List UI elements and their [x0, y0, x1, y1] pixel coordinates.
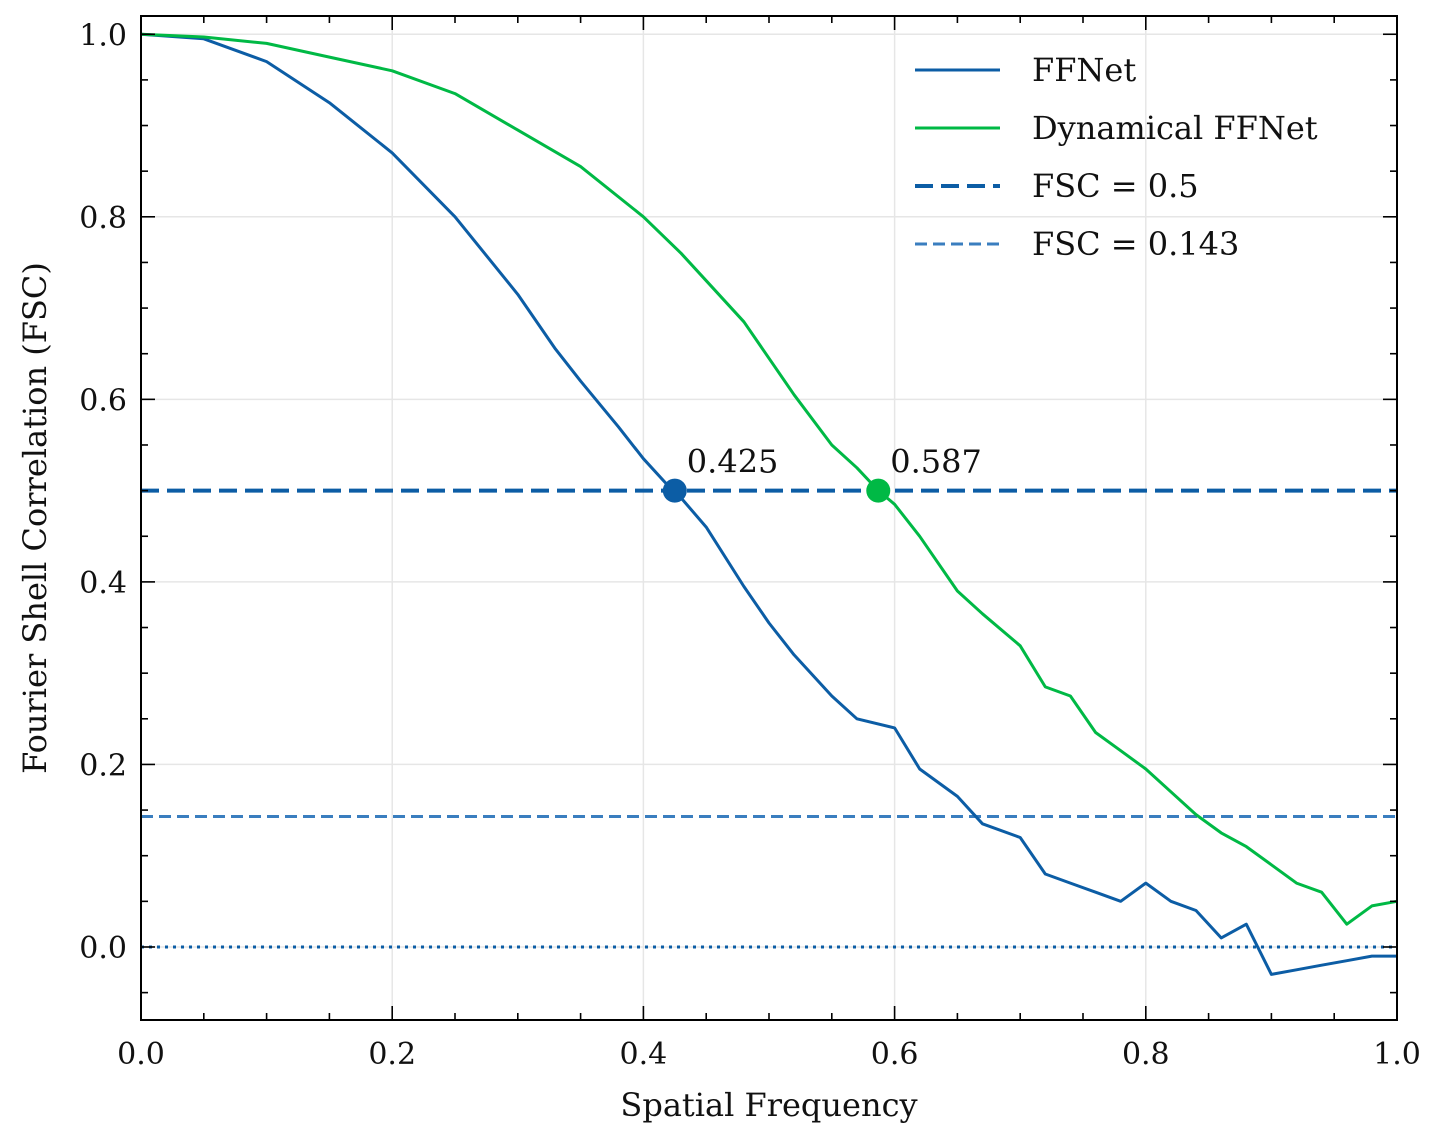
legend: FFNet Dynamical FFNet FSC = 0.5 FSC = 0.143 [915, 51, 1318, 263]
tick-labels: 0.0 0.2 0.4 0.6 0.8 1.0 0.0 0.2 0.4 0.6 0.8 1.0 [79, 18, 1421, 1072]
series-lines [140, 32, 1398, 976]
ffnet-line [140, 32, 1397, 976]
intersection-points: 0.425 0.587 [662, 443, 982, 503]
x-tick-label: 1.0 [1373, 1037, 1421, 1072]
intersection-marker-0 [662, 478, 687, 503]
x-tick-label: 0.4 [620, 1037, 668, 1072]
legend-label-1: Dynamical FFNet [1032, 109, 1318, 147]
legend-label-3: FSC = 0.143 [1032, 225, 1239, 263]
plot-frame [140, 15, 1398, 1021]
x-tick-label: 0.0 [117, 1037, 165, 1072]
x-axis-label: Spatial Frequency [620, 1086, 917, 1124]
x-tick-label: 0.6 [871, 1037, 919, 1072]
y-tick-label: 1.0 [79, 18, 127, 53]
x-tick-label: 0.8 [1122, 1037, 1170, 1072]
x-tick-label: 0.2 [368, 1037, 416, 1072]
annotation-label-1: 0.587 [890, 443, 982, 481]
y-tick-label: 0.0 [79, 931, 127, 966]
y-tick-label: 0.6 [79, 383, 127, 418]
reference-lines [141, 488, 1397, 949]
intersection-marker-1 [866, 478, 891, 503]
grid-lines [140, 16, 1398, 1020]
y-axis-label: Fourier Shell Correlation (FSC) [16, 262, 54, 774]
legend-label-2: FSC = 0.5 [1032, 167, 1199, 205]
legend-label-0: FFNet [1032, 51, 1136, 89]
y-tick-label: 0.4 [79, 566, 127, 601]
y-tick-label: 0.2 [79, 748, 127, 783]
dynamical-ffnet-line [140, 32, 1398, 926]
annotation-label-0: 0.425 [687, 443, 779, 481]
y-tick-label: 0.8 [79, 201, 127, 236]
axis-ticks [140, 16, 1398, 1020]
